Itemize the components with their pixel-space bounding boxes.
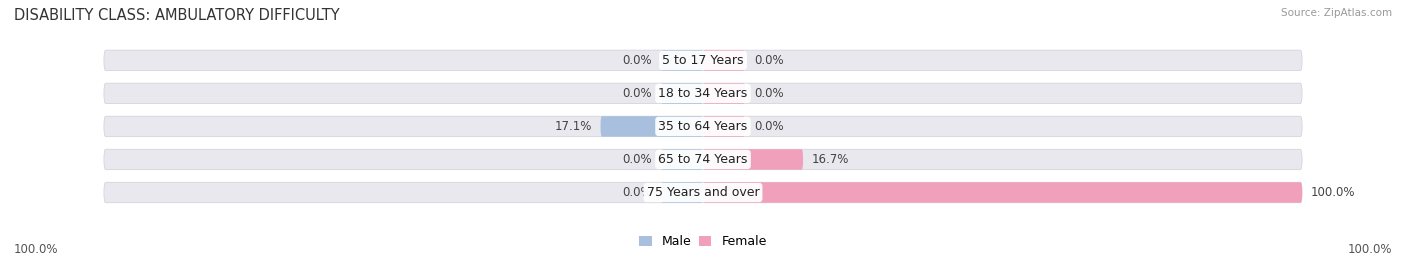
Text: Source: ZipAtlas.com: Source: ZipAtlas.com <box>1281 8 1392 18</box>
Legend: Male, Female: Male, Female <box>640 235 766 248</box>
FancyBboxPatch shape <box>661 182 703 203</box>
Text: DISABILITY CLASS: AMBULATORY DIFFICULTY: DISABILITY CLASS: AMBULATORY DIFFICULTY <box>14 8 340 23</box>
Text: 35 to 64 Years: 35 to 64 Years <box>658 120 748 133</box>
Text: 0.0%: 0.0% <box>754 54 783 67</box>
Text: 18 to 34 Years: 18 to 34 Years <box>658 87 748 100</box>
Text: 100.0%: 100.0% <box>14 243 59 256</box>
Text: 16.7%: 16.7% <box>813 153 849 166</box>
FancyBboxPatch shape <box>104 50 1302 70</box>
Text: 0.0%: 0.0% <box>623 54 652 67</box>
FancyBboxPatch shape <box>703 149 803 170</box>
FancyBboxPatch shape <box>104 149 1302 170</box>
Text: 0.0%: 0.0% <box>754 87 783 100</box>
FancyBboxPatch shape <box>703 182 1302 203</box>
FancyBboxPatch shape <box>600 116 703 137</box>
FancyBboxPatch shape <box>661 50 703 70</box>
Text: 17.1%: 17.1% <box>554 120 592 133</box>
FancyBboxPatch shape <box>661 149 703 170</box>
FancyBboxPatch shape <box>104 182 1302 203</box>
FancyBboxPatch shape <box>703 116 745 137</box>
Text: 0.0%: 0.0% <box>623 186 652 199</box>
Text: 0.0%: 0.0% <box>623 87 652 100</box>
Text: 75 Years and over: 75 Years and over <box>647 186 759 199</box>
Text: 0.0%: 0.0% <box>754 120 783 133</box>
Text: 100.0%: 100.0% <box>1310 186 1355 199</box>
Text: 65 to 74 Years: 65 to 74 Years <box>658 153 748 166</box>
FancyBboxPatch shape <box>104 83 1302 104</box>
FancyBboxPatch shape <box>104 116 1302 137</box>
Text: 0.0%: 0.0% <box>623 153 652 166</box>
FancyBboxPatch shape <box>703 83 745 104</box>
Text: 5 to 17 Years: 5 to 17 Years <box>662 54 744 67</box>
FancyBboxPatch shape <box>661 83 703 104</box>
FancyBboxPatch shape <box>703 50 745 70</box>
Text: 100.0%: 100.0% <box>1347 243 1392 256</box>
